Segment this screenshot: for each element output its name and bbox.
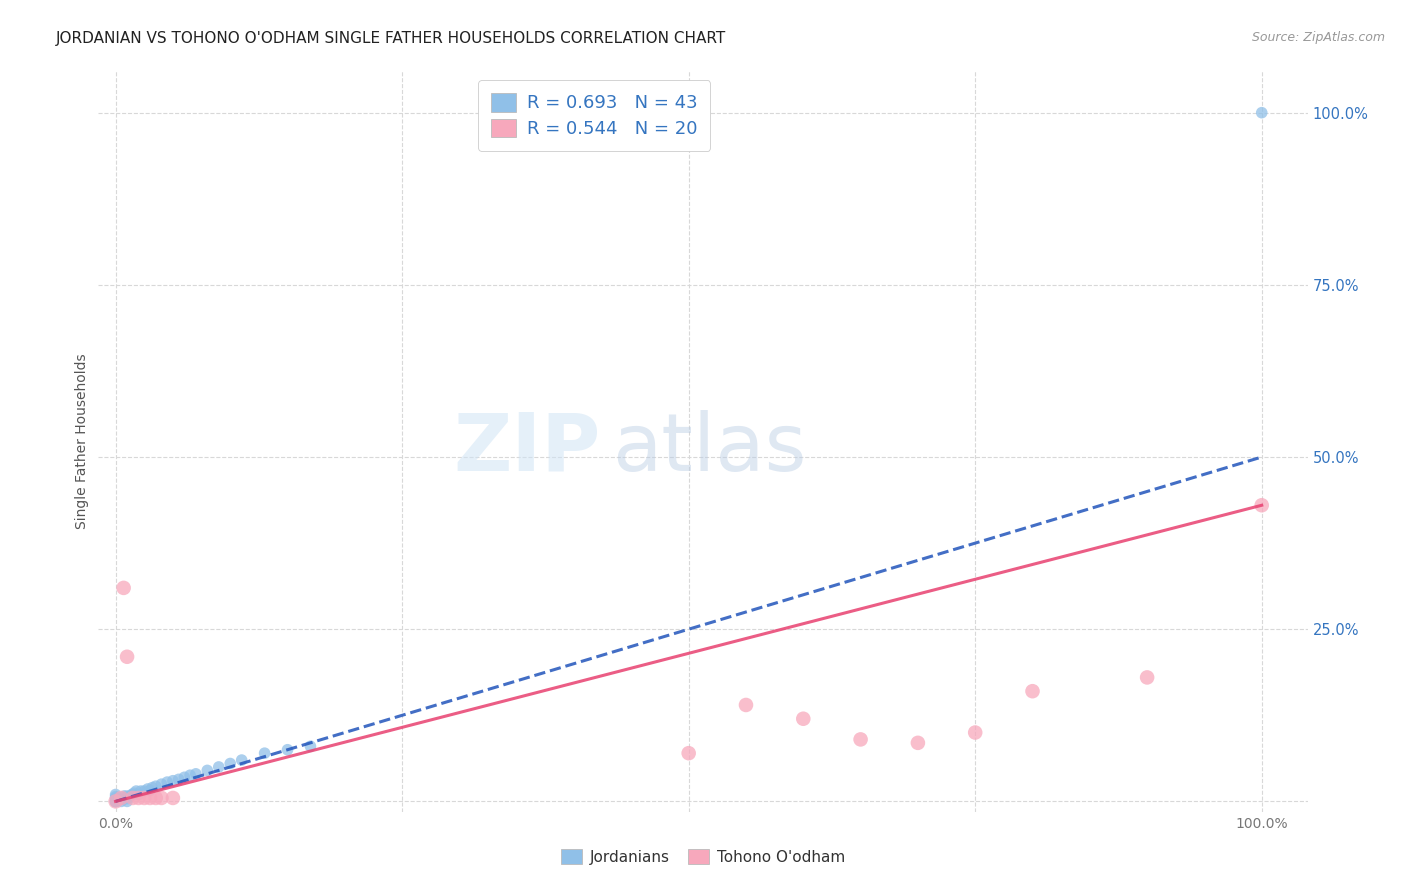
Point [112,581,135,595]
Point [299,739,322,754]
Point [128,791,150,805]
Point [134,784,156,798]
Point [141,780,163,795]
Point [115,789,138,804]
Point [965,725,987,739]
Text: JORDANIAN VS TOHONO O'ODHAM SINGLE FATHER HOUSEHOLDS CORRELATION CHART: JORDANIAN VS TOHONO O'ODHAM SINGLE FATHE… [56,31,727,46]
Point [115,791,138,805]
Text: Source: ZipAtlas.com: Source: ZipAtlas.com [1251,31,1385,45]
Legend: Jordanians, Tohono O'odham: Jordanians, Tohono O'odham [554,843,852,871]
Point [173,770,195,784]
Point [104,792,127,806]
Point [150,791,173,805]
Point [849,732,872,747]
Point [136,782,159,797]
Point [129,784,152,798]
Point [120,788,142,802]
Point [231,753,253,767]
Point [150,777,173,791]
Point [1250,105,1272,120]
Point [253,746,276,760]
Point [104,794,127,808]
Point [114,789,136,803]
Point [121,791,143,805]
Point [104,794,127,808]
Point [110,792,132,806]
Point [104,789,127,804]
Point [277,743,299,757]
Point [110,794,132,808]
Point [139,783,162,797]
Text: ZIP: ZIP [453,410,600,488]
Point [907,736,929,750]
Point [678,746,700,760]
Point [112,791,135,805]
Point [104,794,127,808]
Point [125,784,148,798]
Point [208,760,231,774]
Point [104,788,127,802]
Point [115,794,138,808]
Text: atlas: atlas [613,410,807,488]
Point [162,773,184,788]
Point [118,790,141,805]
Point [179,768,201,782]
Point [1021,684,1043,698]
Point [735,698,758,712]
Point [104,794,127,808]
Point [1250,498,1272,512]
Y-axis label: Single Father Households: Single Father Households [76,354,90,529]
Point [139,791,162,805]
Point [115,649,138,664]
Point [110,791,132,805]
Point [792,712,814,726]
Point [145,791,167,805]
Point [128,788,150,802]
Point [104,794,127,808]
Point [1136,670,1159,684]
Point [219,756,242,771]
Point [121,788,143,802]
Point [104,791,127,805]
Point [145,779,167,793]
Point [195,764,218,778]
Point [162,791,184,805]
Point [104,794,127,808]
Point [184,767,207,781]
Point [167,772,190,787]
Point [156,775,179,789]
Point [122,786,145,800]
Point [134,791,156,805]
